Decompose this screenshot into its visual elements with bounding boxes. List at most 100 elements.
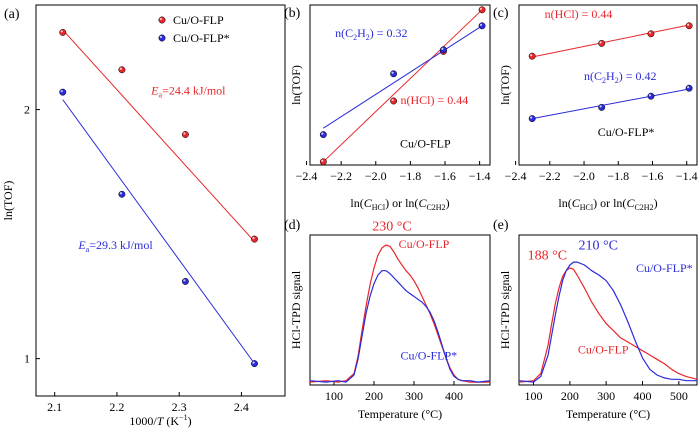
x-tick-label: 300 <box>405 389 423 403</box>
panel-label: (a) <box>4 7 20 22</box>
n-c2h2-label: n(C2H2) = 0.32 <box>335 26 407 42</box>
text-span: 2 <box>366 33 370 42</box>
x-tick-label: −2.4 <box>296 169 318 183</box>
data-point-highlight <box>391 98 394 102</box>
text-span: ) = 0.32 <box>370 26 408 40</box>
x-tick-label: 100 <box>325 389 343 403</box>
text-span: T <box>157 414 165 428</box>
legend-label: Cu/O-FLP* <box>173 31 230 45</box>
text-span: n(C <box>584 69 602 83</box>
data-point-highlight <box>648 31 652 34</box>
n-hcl-label: n(HCl) = 0.44 <box>401 93 469 107</box>
text-span: ) <box>188 414 192 428</box>
text-span: =29.3 kJ/mol <box>89 238 153 252</box>
x-axis-label: Temperature (°C) <box>358 407 442 421</box>
data-point-highlight <box>687 23 690 26</box>
series-line <box>309 244 490 383</box>
plot-frame <box>35 4 286 397</box>
series-line <box>309 270 491 383</box>
x-tick-label: 300 <box>597 389 615 403</box>
data-point-highlight <box>599 105 602 108</box>
panel-label: (e) <box>493 218 509 233</box>
x-tick-label: −1.4 <box>676 169 698 183</box>
fit-line <box>62 99 255 364</box>
text-span: ) <box>654 196 658 210</box>
data-point-highlight <box>530 54 533 57</box>
data-point-highlight <box>479 23 483 26</box>
text-span: =24.4 kJ/mol <box>162 84 226 98</box>
x-tick-label: 500 <box>670 389 688 403</box>
text-span: 2 <box>353 33 357 42</box>
y-tick-label: 2 <box>24 103 30 117</box>
x-tick-label: −1.6 <box>434 169 456 183</box>
data-point-highlight <box>252 361 255 364</box>
text-span: ) = 0.42 <box>619 69 657 83</box>
fit-line <box>62 29 255 242</box>
data-point <box>478 22 486 30</box>
data-point <box>598 39 606 47</box>
data-point-highlight <box>321 132 324 135</box>
legend-marker <box>158 16 166 24</box>
ea-red: Ea=24.4 kJ/mol <box>150 84 226 100</box>
data-point <box>685 84 693 92</box>
data-point <box>59 88 67 96</box>
data-point-highlight <box>60 90 63 93</box>
text-span: C <box>626 196 635 210</box>
data-point-highlight <box>119 192 123 195</box>
x-tick-label: 200 <box>561 389 579 403</box>
text-span: E <box>77 238 86 252</box>
data-point-highlight <box>687 86 690 89</box>
text-span: C <box>572 196 581 210</box>
sample-label: Cu/O-FLP <box>400 136 451 150</box>
data-point <box>251 235 258 243</box>
text-span: n(C <box>335 26 353 40</box>
series-label-blue: Cu/O-FLP* <box>400 348 457 362</box>
data-point <box>439 46 447 54</box>
data-point-highlight <box>252 237 255 240</box>
y-axis-label: HCl-TPD signal <box>289 270 303 349</box>
panel-b: −2.4 −2.2 −2.0 −1.8 −1.6 −1.4ln(TOF)(b)ln(CHC… <box>284 4 491 212</box>
data-point <box>181 131 189 138</box>
text-span: H <box>606 69 615 83</box>
text-span: ln( <box>350 196 363 210</box>
fit-line <box>323 25 483 129</box>
text-span: ) or ln( <box>385 196 418 210</box>
x-axis-label: ln(CHCl) or ln(CC2H2) <box>350 196 449 212</box>
data-point <box>390 97 398 105</box>
data-point <box>251 360 258 368</box>
data-point <box>319 131 327 139</box>
x-axis-label: Temperature (°C) <box>566 407 650 421</box>
x-tick-label: 400 <box>634 389 652 403</box>
x-tick-label: 400 <box>445 389 463 403</box>
text-span: HCl <box>580 203 594 212</box>
x-tick-label: −1.4 <box>469 169 491 183</box>
panel-c: −2.4 −2.2 −2.0 −1.8 −1.6 −1.4ln(TOF)(c)ln(CHC… <box>493 4 698 212</box>
y-axis-label: ln(TOF) <box>498 65 512 105</box>
data-point-highlight <box>441 47 444 50</box>
series-line <box>518 267 698 383</box>
x-axis-label: 1000/T (K−1) <box>129 413 191 428</box>
y-axis-label: ln(TOF) <box>1 181 15 221</box>
series-label-red: Cu/O-FLP <box>578 343 629 357</box>
data-point-highlight <box>479 7 483 10</box>
text-span: C <box>364 196 373 210</box>
series-line <box>518 261 697 383</box>
data-point-highlight <box>648 94 652 97</box>
data-point <box>118 190 126 198</box>
panel-e: 100 200 300 400 500 HCl-TPD signal (e) Temperat… <box>493 218 698 421</box>
peak-temp-blue: 210 °C <box>578 238 617 253</box>
data-point-highlight <box>530 116 533 119</box>
panel-label: (b) <box>284 6 301 21</box>
y-tick-label: 1 <box>24 352 30 366</box>
data-point <box>528 115 536 123</box>
y-axis-label: ln(TOF) <box>289 65 303 105</box>
data-point-highlight <box>159 35 163 39</box>
panel-label: (d) <box>284 218 301 233</box>
data-point-highlight <box>60 30 63 33</box>
text-span: E <box>150 84 159 98</box>
legend-label: Cu/O-FLP <box>173 13 224 27</box>
y-axis-label: HCl-TPD signal <box>498 270 512 349</box>
series-label-blue: Cu/O-FLP* <box>636 261 693 275</box>
text-span: −1 <box>179 413 188 422</box>
